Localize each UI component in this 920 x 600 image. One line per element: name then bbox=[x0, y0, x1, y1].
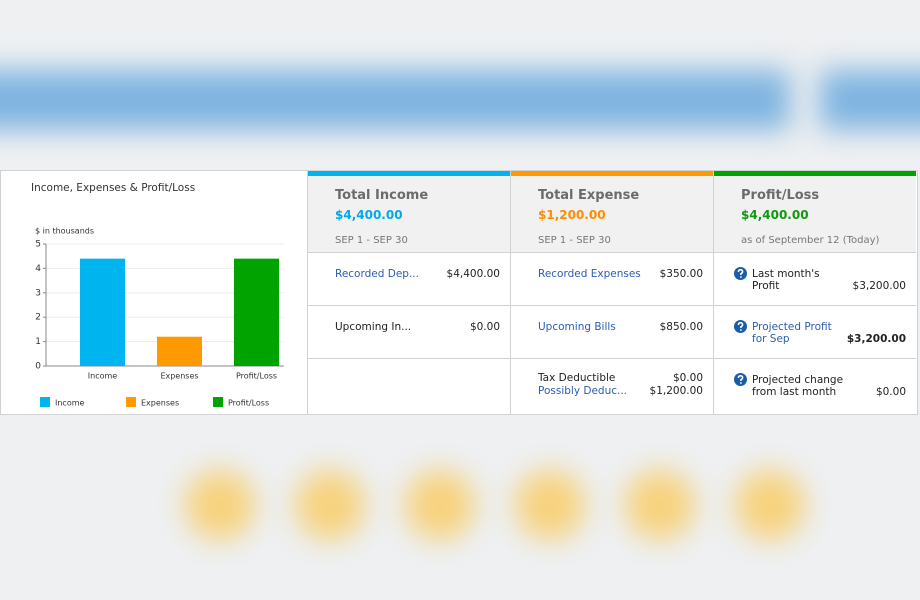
background-dot bbox=[295, 470, 365, 540]
panel-title: Total Expense bbox=[538, 188, 640, 203]
row-value: $4,400.00 bbox=[446, 268, 500, 280]
panel-amount: $4,400.00 bbox=[741, 208, 809, 222]
panel-amount: $1,200.00 bbox=[538, 208, 606, 222]
panel-title: Total Income bbox=[335, 188, 429, 203]
row-label: Last month's Profit bbox=[752, 268, 820, 292]
chart: Income, Expenses & Profit/Loss $ in thou… bbox=[31, 182, 284, 408]
row-label: Upcoming In... bbox=[335, 321, 412, 333]
row-label: Projected change from last month bbox=[752, 374, 844, 398]
help-icon[interactable] bbox=[734, 320, 747, 333]
x-tick-label: Profit/Loss bbox=[236, 372, 277, 381]
legend-swatch bbox=[213, 397, 223, 407]
panel-row: Upcoming In... $0.00 bbox=[308, 306, 510, 359]
row-value: $0.00 bbox=[469, 321, 500, 333]
background-bar bbox=[820, 70, 920, 130]
row-link[interactable]: Projected Profit for Sep bbox=[752, 321, 832, 345]
row-value: $0.00 bbox=[875, 386, 906, 398]
help-icon[interactable] bbox=[734, 373, 747, 386]
panel-row: Upcoming Bills $850.00 bbox=[511, 306, 713, 359]
panel-header: Profit/Loss $4,400.00 as of September 12… bbox=[714, 171, 916, 253]
background-dot bbox=[625, 470, 695, 540]
legend-label: Expenses bbox=[141, 399, 179, 408]
y-tick-label: 1 bbox=[35, 337, 41, 347]
row-link[interactable]: Possibly Deduc... bbox=[538, 385, 628, 397]
y-tick-label: 2 bbox=[35, 313, 41, 323]
legend-label: Income bbox=[55, 399, 85, 408]
row-value: $850.00 bbox=[659, 321, 703, 333]
panel-subtitle: SEP 1 - SEP 30 bbox=[335, 235, 408, 246]
y-tick-label: 5 bbox=[35, 240, 41, 250]
x-tick-label: Income bbox=[88, 372, 118, 381]
panel-subtitle: SEP 1 - SEP 30 bbox=[538, 235, 611, 246]
row-value: $350.00 bbox=[659, 268, 703, 280]
x-tick-label: Expenses bbox=[160, 372, 198, 381]
panel-row: Recorded Dep... $4,400.00 bbox=[308, 253, 510, 306]
chart-title: Income, Expenses & Profit/Loss bbox=[31, 182, 195, 194]
y-tick-label: 3 bbox=[35, 288, 41, 298]
help-icon[interactable] bbox=[734, 267, 747, 280]
panel-header: Total Expense $1,200.00 SEP 1 - SEP 30 bbox=[511, 171, 713, 253]
panel-title: Profit/Loss bbox=[741, 188, 820, 203]
panel-header: Total Income $4,400.00 SEP 1 - SEP 30 bbox=[308, 171, 510, 253]
background-dot bbox=[405, 470, 475, 540]
row-label: Tax Deductible bbox=[538, 372, 616, 384]
row-link[interactable]: Upcoming Bills bbox=[538, 321, 616, 333]
panel-row: Projected change from last month $0.00 bbox=[714, 359, 916, 412]
panel-row: Tax Deductible $0.00 Possibly Deduc... $… bbox=[511, 359, 713, 412]
row-value: $3,200.00 bbox=[852, 280, 906, 292]
y-tick-label: 0 bbox=[35, 362, 41, 372]
bar bbox=[80, 258, 125, 366]
panel-subtitle: as of September 12 (Today) bbox=[741, 235, 880, 246]
legend-label: Profit/Loss bbox=[228, 399, 269, 408]
y-axis-label: $ in thousands bbox=[35, 227, 94, 236]
panel-amount: $4,400.00 bbox=[335, 208, 403, 222]
panel-row: Projected Profit for Sep $3,200.00 bbox=[714, 306, 916, 359]
legend-swatch bbox=[40, 397, 50, 407]
background-dot bbox=[185, 470, 255, 540]
summary-card: Income, Expenses & Profit/Loss $ in thou… bbox=[0, 170, 918, 415]
panel-row: Last month's Profit $3,200.00 bbox=[714, 253, 916, 306]
row-value: $0.00 bbox=[672, 372, 703, 384]
legend-swatch bbox=[126, 397, 136, 407]
panel-row: Recorded Expenses $350.00 bbox=[511, 253, 713, 306]
row-link[interactable]: Recorded Dep... bbox=[335, 268, 419, 280]
y-tick-label: 4 bbox=[35, 264, 41, 274]
bar bbox=[234, 258, 279, 366]
profit-panel: Profit/Loss $4,400.00 as of September 12… bbox=[713, 171, 916, 414]
row-value: $3,200.00 bbox=[846, 333, 906, 345]
row-link[interactable]: Recorded Expenses bbox=[538, 268, 641, 280]
background-dot bbox=[515, 470, 585, 540]
expense-panel: Total Expense $1,200.00 SEP 1 - SEP 30 R… bbox=[510, 171, 713, 414]
panel-row bbox=[308, 359, 510, 412]
background-bar bbox=[0, 70, 790, 130]
background-dot bbox=[735, 470, 805, 540]
bar bbox=[157, 336, 202, 366]
row-value: $1,200.00 bbox=[649, 385, 703, 397]
income-panel: Total Income $4,400.00 SEP 1 - SEP 30 Re… bbox=[307, 171, 510, 414]
